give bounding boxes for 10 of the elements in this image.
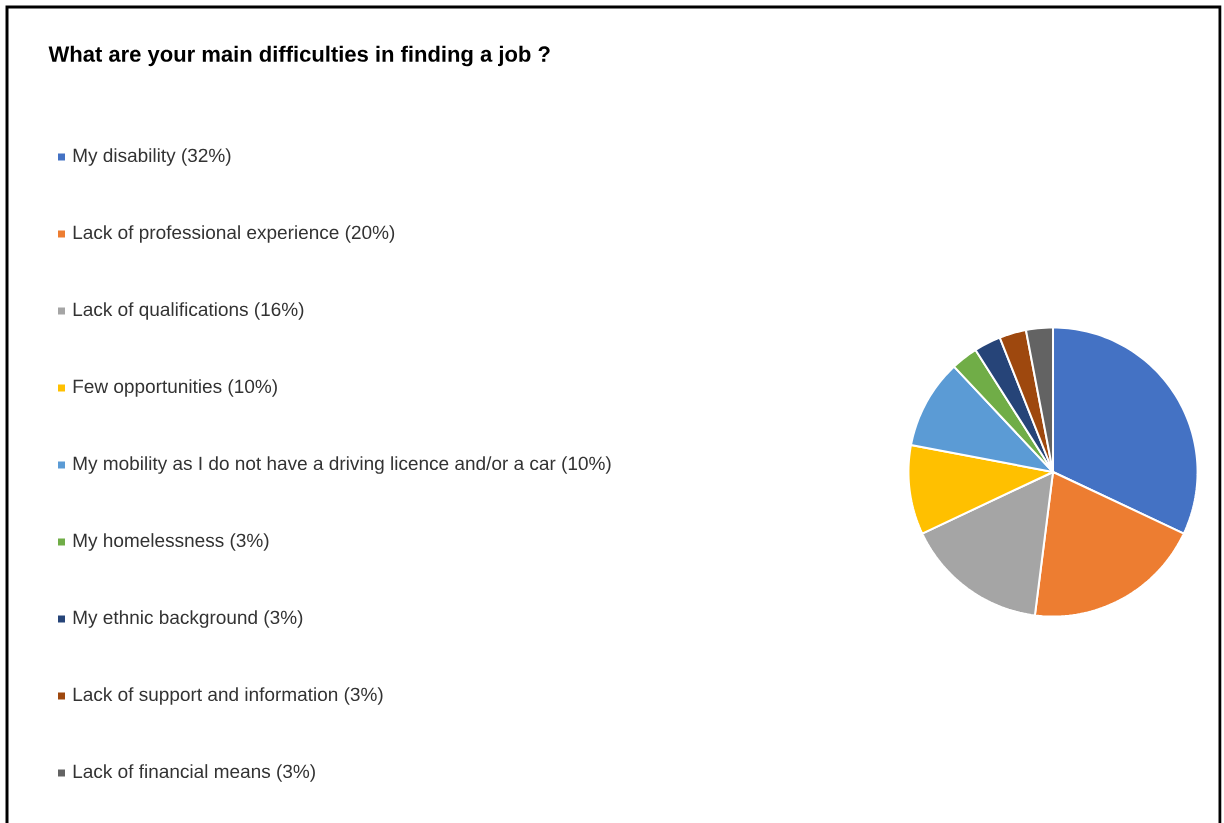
legend-label: Lack of qualifications (16%) (73, 302, 304, 320)
legend-label: Lack of support and information (3%) (73, 687, 383, 705)
legend-label: Lack of professional experience (20%) (73, 225, 395, 243)
legend-label: My mobility as I do not have a driving licence and/or a car (10%) (73, 456, 611, 474)
legend-label: My disability (32%) (73, 148, 231, 166)
legend-label: Lack of financial means (3%) (73, 764, 315, 782)
legend-label: Few opportunities (10%) (73, 379, 277, 397)
legend-label: My homelessness (3%) (73, 533, 269, 551)
legend-label: My ethnic background (3%) (73, 610, 303, 628)
chart-title: What are your main difficulties in finding a job ? (48, 45, 550, 67)
